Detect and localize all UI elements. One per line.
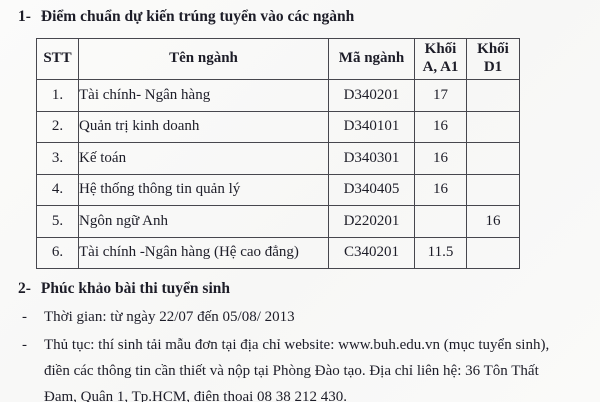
section1-heading: 1- Điểm chuẩn dự kiến trúng tuyển vào cá… bbox=[18, 6, 600, 28]
section2-title: Phúc khảo bài thi tuyển sinh bbox=[40, 280, 231, 297]
cell-stt: 4. bbox=[36, 173, 79, 206]
cell-khoi-a-a1: 16 bbox=[414, 142, 467, 175]
cell-khoi-a-a1 bbox=[414, 205, 467, 238]
cell-khoi-d1 bbox=[466, 110, 520, 143]
cell-khoi-d1 bbox=[466, 173, 520, 206]
bullet-text-time: Thời gian: từ ngày 22/07 đến 05/08/ 2013 bbox=[44, 309, 295, 325]
table-row: 6. Tài chính -Ngân hàng (Hệ cao đẳng) C3… bbox=[36, 236, 520, 269]
cell-stt: 1. bbox=[36, 79, 79, 112]
cell-khoi-d1 bbox=[466, 236, 520, 269]
table-row: 3. Kế toán D340301 16 bbox=[36, 142, 520, 175]
table-header-row: STT Tên ngành Mã ngành Khối A, A1 Khối D… bbox=[36, 38, 520, 80]
cell-ma-nganh: D340301 bbox=[328, 142, 415, 175]
table-row: 5. Ngôn ngữ Anh D220201 16 bbox=[36, 205, 520, 238]
cell-ten-nganh: Tài chính -Ngân hàng (Hệ cao đẳng) bbox=[78, 236, 329, 269]
cell-khoi-a-a1: 16 bbox=[414, 173, 467, 206]
cell-ten-nganh: Tài chính- Ngân hàng bbox=[78, 79, 329, 112]
col-header-khoi-d1: Khối D1 bbox=[466, 38, 520, 80]
cell-ma-nganh: C340201 bbox=[328, 236, 415, 269]
cell-khoi-a-a1: 11.5 bbox=[414, 236, 467, 269]
bullet-dash: - bbox=[22, 309, 27, 325]
bullet-text-procedure: Thủ tục: thí sinh tải mẫu đơn tại địa ch… bbox=[44, 337, 550, 402]
cell-stt: 6. bbox=[36, 236, 79, 269]
col-header-ten-nganh: Tên ngành bbox=[78, 38, 329, 80]
cell-khoi-d1 bbox=[466, 142, 520, 175]
cell-ma-nganh: D340201 bbox=[328, 79, 415, 112]
col-header-stt: STT bbox=[36, 38, 79, 80]
cell-ma-nganh: D220201 bbox=[328, 205, 415, 238]
section1-title: Điểm chuẩn dự kiến trúng tuyển vào các n… bbox=[40, 8, 355, 25]
cell-khoi-a-a1: 17 bbox=[414, 79, 467, 112]
cell-ma-nganh: D340405 bbox=[328, 173, 415, 206]
bullet-item-time: - Thời gian: từ ngày 22/07 đến 05/08/ 20… bbox=[22, 304, 600, 330]
cell-stt: 2. bbox=[36, 110, 79, 143]
cell-ten-nganh: Kế toán bbox=[78, 142, 329, 175]
section2-heading: 2- Phúc khảo bài thi tuyển sinh bbox=[18, 278, 600, 300]
cell-khoi-a-a1: 16 bbox=[414, 110, 467, 143]
cell-stt: 5. bbox=[36, 205, 79, 238]
table-row: 2. Quản trị kinh doanh D340101 16 bbox=[36, 110, 520, 143]
bullet-item-procedure: - Thủ tục: thí sinh tải mẫu đơn tại địa … bbox=[22, 332, 600, 402]
bullet-dash: - bbox=[22, 337, 27, 353]
col-header-khoi-a-a1: Khối A, A1 bbox=[414, 38, 467, 80]
section2-number: 2- bbox=[18, 280, 31, 297]
table-row: 1. Tài chính- Ngân hàng D340201 17 bbox=[36, 79, 520, 112]
cell-stt: 3. bbox=[36, 142, 79, 175]
cell-khoi-d1 bbox=[466, 79, 520, 112]
table-row: 4. Hệ thống thông tin quản lý D340405 16 bbox=[36, 173, 520, 206]
cell-ten-nganh: Ngôn ngữ Anh bbox=[78, 205, 329, 238]
cell-ten-nganh: Quản trị kinh doanh bbox=[78, 110, 329, 143]
section1-number: 1- bbox=[18, 8, 31, 25]
col-header-ma-nganh: Mã ngành bbox=[328, 38, 415, 80]
cell-khoi-d1: 16 bbox=[466, 205, 520, 238]
admission-scores-table: STT Tên ngành Mã ngành Khối A, A1 Khối D… bbox=[36, 38, 520, 269]
cell-ten-nganh: Hệ thống thông tin quản lý bbox=[78, 173, 329, 206]
cell-ma-nganh: D340101 bbox=[328, 110, 415, 143]
